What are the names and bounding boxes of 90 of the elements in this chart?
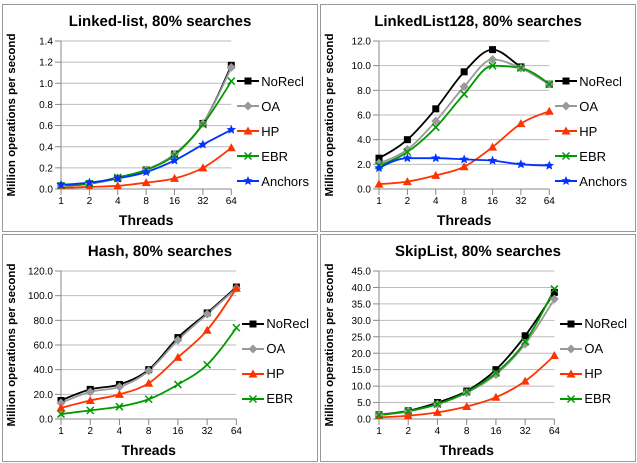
y-tick-label: 40.0	[34, 365, 54, 376]
x-tick-label: 32	[520, 426, 532, 438]
y-tick-label: 0.0	[357, 414, 372, 426]
y-tick-label: 80.0	[34, 316, 54, 327]
legend-label: HP	[584, 366, 602, 381]
chart-title: LinkedList128, 80% searches	[373, 13, 583, 32]
x-tick-label: 8	[464, 426, 470, 438]
y-tick-label: 100.0	[28, 291, 54, 302]
x-tick-label: 1	[58, 196, 64, 208]
y-tick-label: 1.2	[39, 58, 54, 69]
x-tick-label: 64	[230, 426, 242, 438]
y-tick-label: 0.0	[39, 184, 54, 196]
x-tick-label: 2	[86, 196, 93, 208]
y-tick-label: 0.0	[357, 184, 372, 196]
x-tick-label: 16	[490, 426, 502, 438]
x-tick-label: 16	[172, 426, 184, 438]
x-tick-label: 4	[116, 426, 123, 438]
y-tick-label: 0.0	[39, 414, 54, 426]
x-tick-label: 1	[376, 426, 382, 438]
y-tick-label: 12.0	[352, 36, 372, 48]
y-tick-label: 0.8	[39, 100, 54, 111]
y-tick-label: 1.4	[39, 36, 54, 48]
y-tick-label: 6.0	[357, 110, 372, 122]
x-axis-title: Threads	[118, 212, 174, 228]
y-tick-label: 0.6	[39, 121, 54, 132]
x-tick-label: 2	[404, 196, 411, 208]
x-tick-label: 16	[486, 196, 499, 208]
legend-label: NoRecl	[579, 74, 622, 88]
legend-label: OA	[584, 341, 604, 356]
x-tick-label: 1	[58, 426, 64, 438]
x-tick-label: 32	[202, 426, 214, 438]
y-axis-title: Million operations per second	[324, 264, 336, 426]
y-axis-title: Million operations per second	[324, 34, 336, 196]
legend-label: Anchors	[261, 174, 309, 188]
y-tick-label: 20.0	[352, 348, 372, 360]
chart-title: Hash, 80% searches	[86, 243, 234, 262]
legend-label: EBR	[261, 148, 288, 164]
y-axis-title: Million operations per second	[6, 264, 18, 426]
legend-label: NoRecl	[261, 74, 304, 88]
legend-label: EBR	[584, 391, 612, 406]
y-tick-label: 0.2	[39, 163, 54, 174]
y-tick-label: 120.0	[28, 266, 54, 278]
legend-label: NoRecl	[584, 316, 627, 331]
legend-label: OA	[266, 341, 286, 356]
y-tick-label: 10.0	[352, 382, 372, 393]
legend-label: EBR	[579, 148, 606, 164]
y-tick-label: 1.0	[39, 78, 54, 90]
y-tick-label: 2.0	[357, 160, 372, 171]
y-tick-label: 5.0	[357, 398, 372, 410]
legend-label: HP	[579, 124, 598, 138]
y-tick-label: 15.0	[352, 365, 372, 376]
y-tick-label: 45.0	[352, 266, 372, 278]
x-tick-label: 64	[544, 196, 556, 208]
y-tick-label: 0.4	[39, 142, 54, 154]
x-tick-label: 8	[143, 196, 150, 208]
x-axis-title: Threads	[121, 442, 176, 458]
y-tick-label: 60.0	[34, 340, 54, 352]
y-tick-label: 35.0	[352, 299, 372, 310]
y-tick-label: 40.0	[352, 282, 372, 294]
x-tick-label: 64	[226, 196, 238, 208]
x-tick-label: 2	[405, 426, 412, 438]
y-tick-label: 20.0	[34, 390, 54, 401]
x-tick-label: 4	[114, 196, 121, 208]
chart-title: Linked-list, 80% searches	[68, 13, 252, 32]
x-tick-label: 32	[197, 196, 209, 208]
y-tick-label: 30.0	[352, 316, 372, 327]
x-tick-label: 1	[376, 196, 382, 208]
x-tick-label: 8	[461, 196, 468, 208]
chart-title: SkipList, 80% searches	[394, 243, 562, 262]
x-tick-label: 4	[432, 196, 439, 208]
x-tick-label: 2	[87, 426, 94, 438]
legend-label: EBR	[266, 391, 294, 406]
x-axis-title: Threads	[436, 212, 492, 228]
legend-label: HP	[261, 124, 280, 138]
legend-label: OA	[261, 98, 280, 114]
x-tick-label: 16	[168, 196, 181, 208]
x-tick-label: 32	[515, 196, 527, 208]
x-tick-label: 64	[548, 426, 560, 438]
y-tick-label: 25.0	[352, 332, 372, 344]
legend-label: OA	[579, 98, 598, 114]
legend-label: NoRecl	[266, 316, 309, 331]
y-tick-label: 4.0	[357, 135, 372, 146]
x-tick-label: 8	[146, 426, 152, 438]
y-axis-title: Million operations per second	[6, 34, 18, 196]
x-tick-label: 4	[434, 426, 441, 438]
y-tick-label: 8.0	[357, 86, 372, 97]
legend-label: Anchors	[579, 174, 627, 188]
y-tick-label: 10.0	[352, 61, 372, 72]
legend-label: HP	[266, 366, 284, 381]
x-axis-title: Threads	[439, 442, 494, 458]
